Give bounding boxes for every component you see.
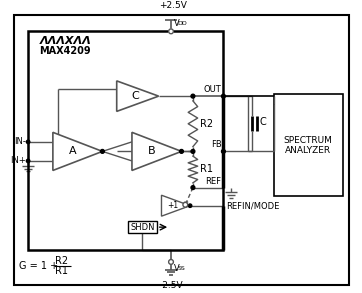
Text: V: V — [174, 19, 180, 28]
Circle shape — [191, 186, 195, 190]
Text: REFIN/MODE: REFIN/MODE — [226, 201, 280, 210]
Polygon shape — [53, 132, 102, 171]
Circle shape — [101, 149, 104, 153]
Text: REF: REF — [206, 177, 222, 186]
Circle shape — [191, 94, 195, 98]
Bar — [274, 94, 342, 196]
Text: R2: R2 — [199, 119, 213, 129]
Text: -2.5V: -2.5V — [159, 281, 183, 290]
Circle shape — [26, 140, 30, 144]
Text: C: C — [260, 117, 266, 127]
Text: SHDN: SHDN — [130, 223, 155, 232]
Text: R1: R1 — [199, 164, 212, 175]
Text: C: C — [131, 91, 139, 101]
Polygon shape — [132, 132, 181, 171]
Circle shape — [169, 260, 173, 264]
Text: +2.5V: +2.5V — [159, 1, 187, 10]
Circle shape — [169, 29, 173, 34]
Text: IN-: IN- — [14, 137, 26, 146]
Text: R2: R2 — [55, 256, 68, 266]
Circle shape — [26, 159, 30, 163]
Circle shape — [169, 29, 173, 33]
Circle shape — [188, 204, 192, 207]
Polygon shape — [117, 81, 159, 111]
Text: R1: R1 — [55, 266, 68, 276]
Circle shape — [169, 29, 173, 33]
Bar — [128, 221, 157, 233]
Text: ΛΛΛXΛΛ: ΛΛΛXΛΛ — [39, 36, 91, 46]
Circle shape — [180, 149, 184, 153]
Text: +1: +1 — [167, 201, 178, 210]
Text: IN+: IN+ — [10, 156, 26, 166]
Circle shape — [222, 149, 225, 153]
Circle shape — [191, 149, 195, 153]
Circle shape — [183, 202, 188, 207]
Text: SS: SS — [178, 266, 185, 271]
Text: FB: FB — [211, 140, 222, 149]
Text: V: V — [174, 264, 180, 273]
Text: B: B — [148, 146, 156, 156]
Text: G = 1 +: G = 1 + — [18, 261, 61, 271]
Text: A: A — [69, 146, 77, 156]
Polygon shape — [161, 195, 190, 216]
Circle shape — [222, 94, 225, 98]
Text: MAX4209: MAX4209 — [39, 46, 91, 56]
Bar — [28, 31, 223, 251]
Text: OUT: OUT — [204, 85, 222, 94]
Text: SPECTRUM
ANALYZER: SPECTRUM ANALYZER — [284, 135, 333, 155]
Text: DD: DD — [178, 21, 188, 26]
